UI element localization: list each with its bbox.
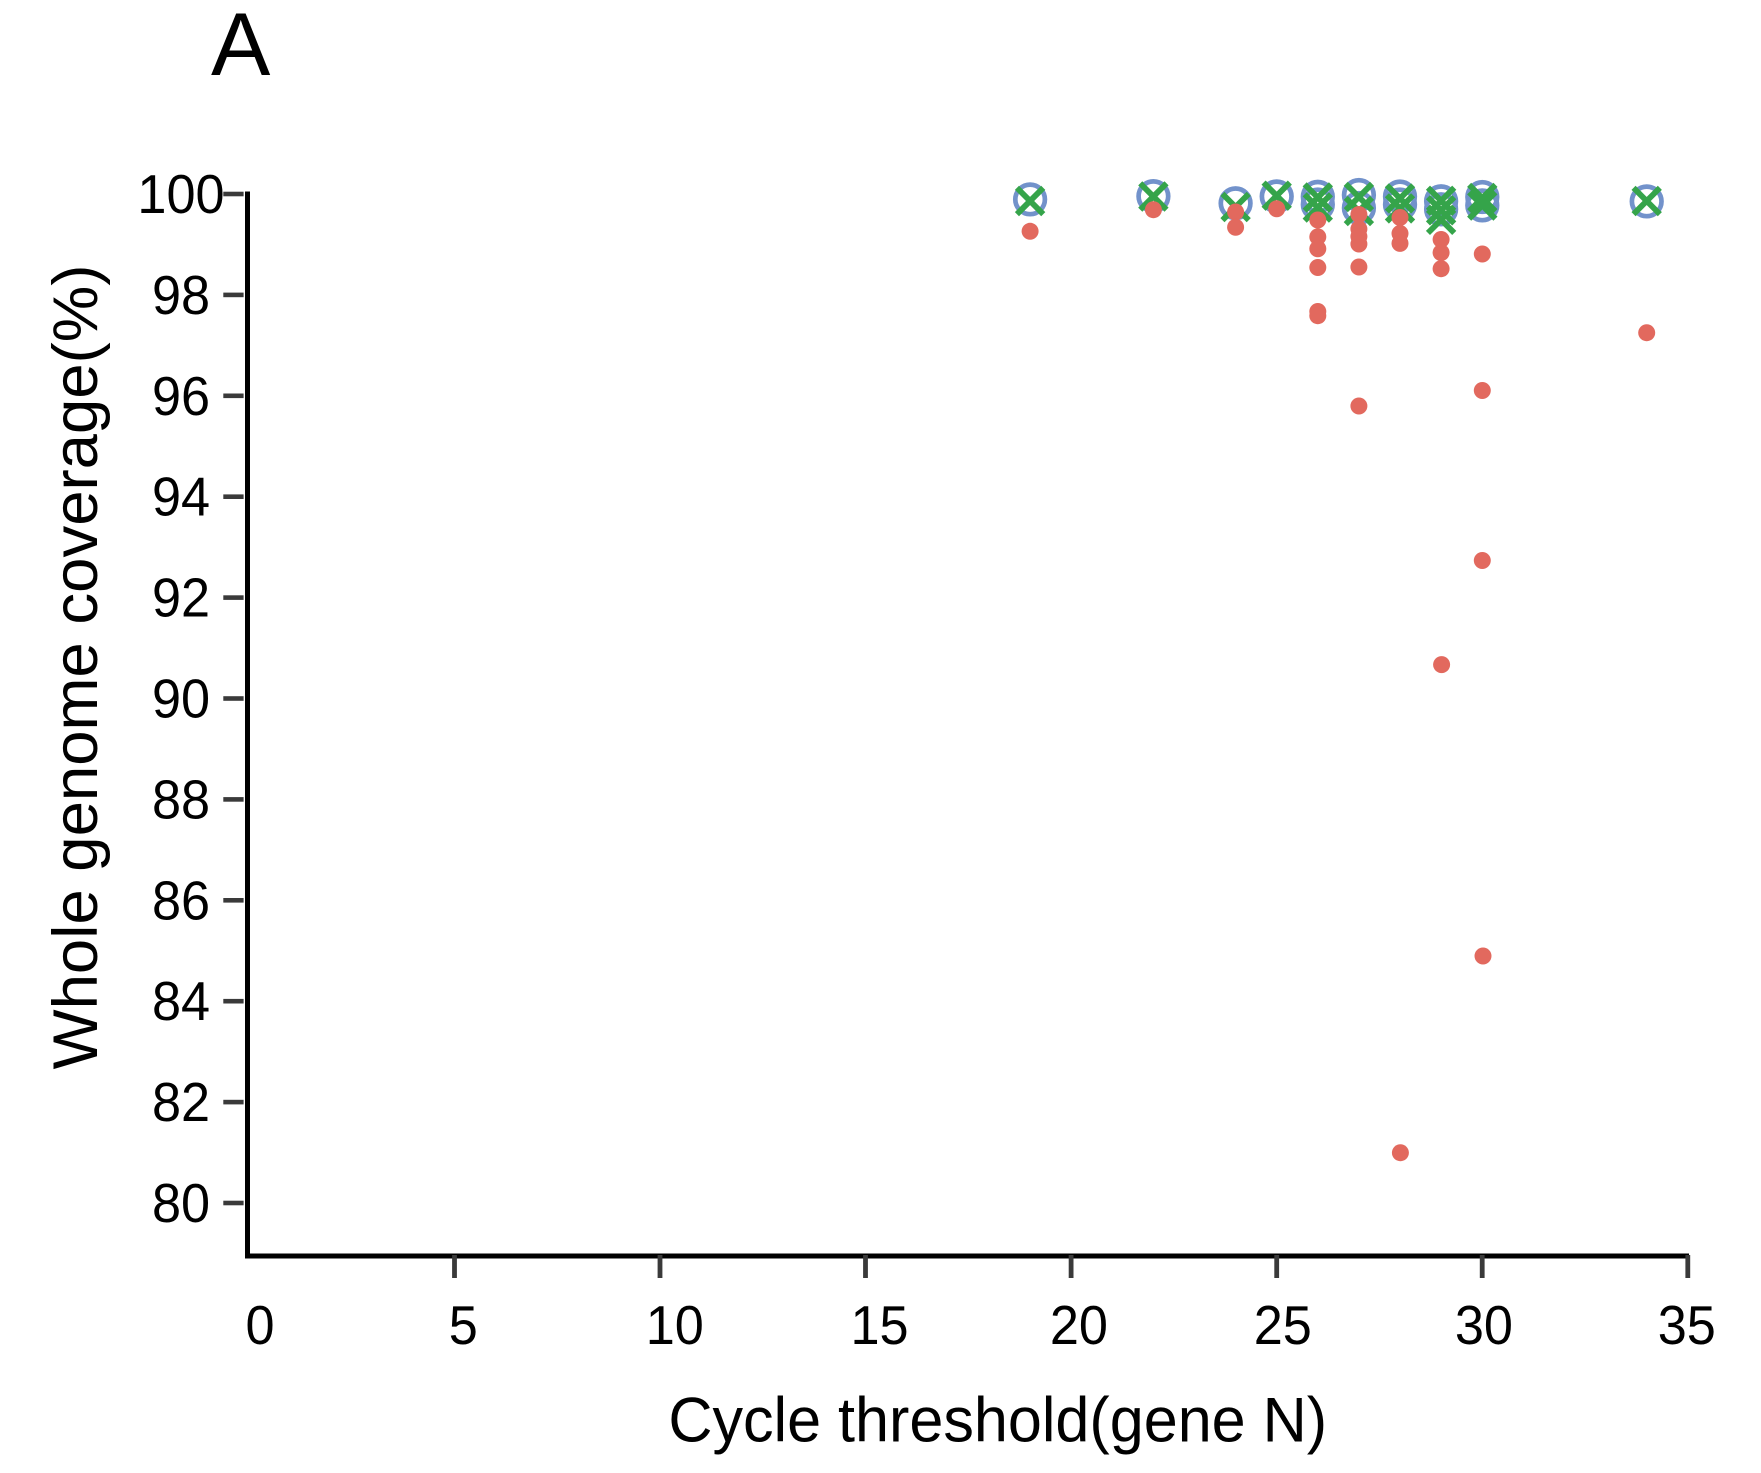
svg-text:94: 94: [152, 466, 210, 528]
svg-text:Cycle threshold(gene N): Cycle threshold(gene N): [668, 1386, 1327, 1456]
svg-text:A: A: [211, 0, 271, 94]
svg-text:98: 98: [152, 265, 210, 327]
svg-text:Whole genome coverage(%): Whole genome coverage(%): [41, 265, 111, 1070]
svg-text:88: 88: [152, 769, 210, 831]
svg-text:92: 92: [152, 567, 210, 629]
svg-text:30: 30: [1455, 1295, 1513, 1357]
svg-text:10: 10: [646, 1295, 704, 1357]
svg-text:86: 86: [152, 870, 210, 932]
svg-text:96: 96: [152, 366, 210, 428]
svg-text:5: 5: [449, 1295, 478, 1357]
svg-text:0: 0: [245, 1295, 274, 1357]
svg-text:35: 35: [1658, 1295, 1716, 1357]
svg-text:82: 82: [152, 1072, 210, 1134]
svg-text:80: 80: [152, 1173, 210, 1235]
svg-text:100: 100: [137, 164, 224, 226]
svg-text:84: 84: [152, 971, 210, 1033]
svg-text:90: 90: [152, 668, 210, 730]
svg-text:20: 20: [1050, 1295, 1108, 1357]
svg-text:15: 15: [850, 1295, 908, 1357]
svg-text:25: 25: [1254, 1295, 1312, 1357]
